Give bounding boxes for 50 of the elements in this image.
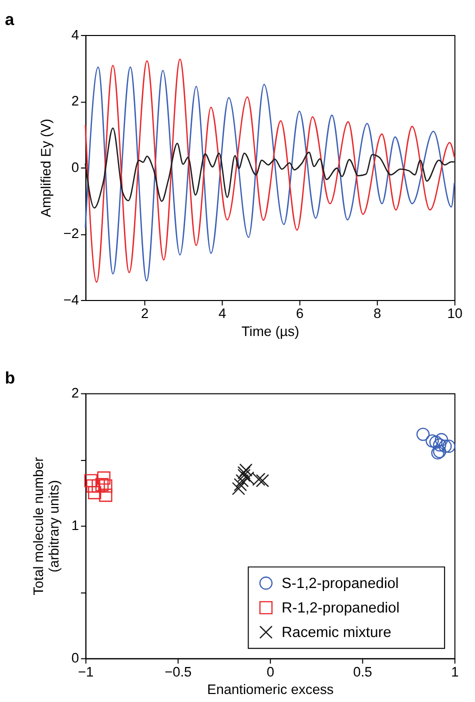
point [84, 474, 98, 488]
x-axis-title: Time (µs) [242, 324, 300, 339]
y-tick-label: −4 [63, 292, 80, 308]
x-tick-label: 0 [266, 664, 275, 680]
x-axis-title: Enantiomeric excess [207, 682, 334, 698]
point [426, 434, 439, 448]
point [256, 474, 270, 488]
y-tick-label: 1 [71, 518, 80, 534]
point [236, 474, 249, 488]
y-axis-title: Amplified Ey (V) [38, 118, 54, 218]
point [92, 479, 105, 493]
x-tick-label: 2 [140, 306, 149, 322]
y-tick-label: 2 [71, 94, 80, 109]
point [99, 479, 112, 493]
x-tick-label: 0.5 [353, 664, 373, 680]
point [86, 479, 100, 493]
legend-label: S-1,2-propanediol [282, 576, 399, 592]
x-tick-label: 4 [218, 306, 226, 322]
x-tick-label: 1 [451, 664, 459, 680]
y-tick-label: 2 [71, 386, 80, 401]
point [95, 478, 109, 492]
point [237, 468, 251, 482]
x-tick-label: 6 [296, 306, 304, 322]
x-tick-label: −1 [78, 664, 94, 680]
x-tick-label: 10 [447, 306, 463, 322]
point [239, 463, 252, 477]
point [97, 471, 110, 485]
legend-label: Racemic mixture [282, 625, 392, 642]
y-tick-label: 0 [71, 160, 80, 175]
y-axis-title: Total molecule number (arbitrary units) [30, 456, 62, 596]
point [434, 433, 448, 446]
point [438, 440, 452, 453]
chart-title: a [4, 10, 15, 30]
line-series [84, 127, 456, 209]
point [234, 478, 247, 492]
point [433, 438, 446, 452]
point [442, 440, 456, 453]
point [237, 466, 251, 480]
point [88, 486, 102, 500]
point [99, 488, 112, 502]
point [429, 436, 443, 449]
chart-title: b [4, 368, 16, 388]
point [232, 482, 246, 496]
x-tick-label: −0.5 [164, 664, 192, 680]
y-tick-label: 4 [71, 27, 80, 42]
y-tick-label: −2 [63, 226, 80, 242]
point [416, 428, 430, 441]
legend-label: R-1,2-propanediol [282, 600, 400, 617]
x-tick-label: 8 [374, 306, 382, 322]
y-tick-label: 0 [71, 650, 80, 666]
